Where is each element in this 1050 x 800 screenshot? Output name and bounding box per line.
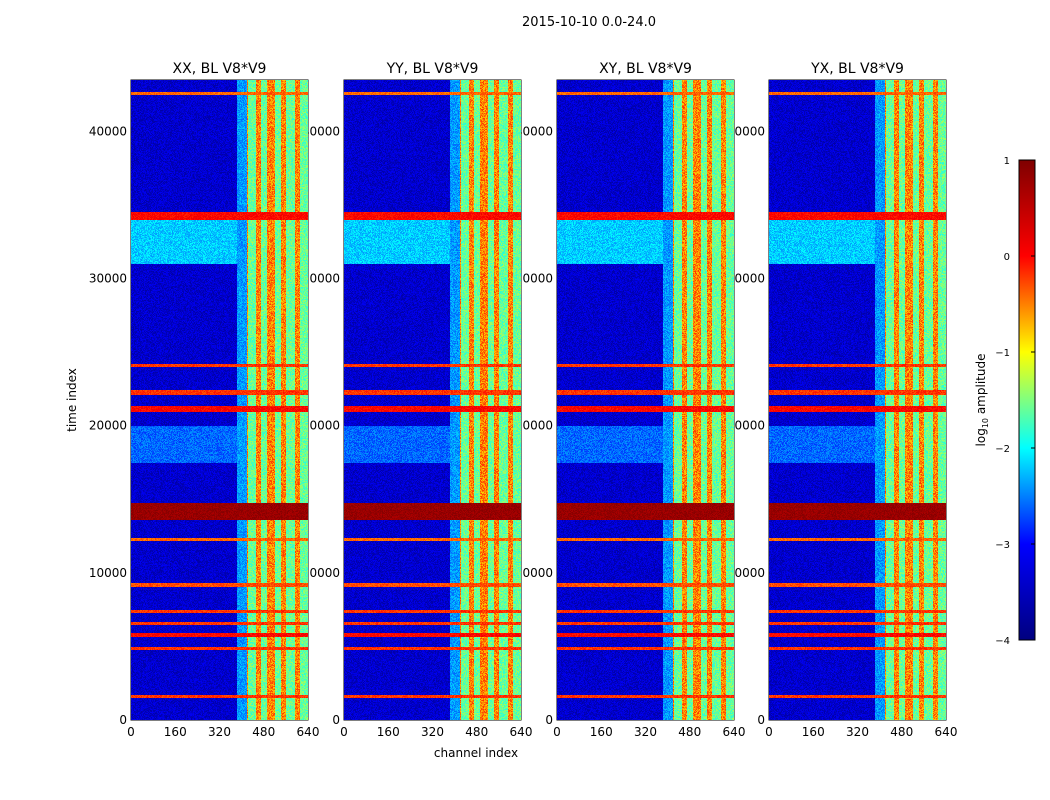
heatmap-yy xyxy=(344,80,521,720)
y-tick-label: 20000 xyxy=(515,419,553,433)
panel-title: YY, BL V8*V9 xyxy=(386,61,479,77)
x-tick-label: 0 xyxy=(765,725,773,739)
heatmap-xx xyxy=(131,80,308,720)
x-tick-label: 160 xyxy=(590,725,613,739)
figure-suptitle: 2015-10-10 0.0-24.0 xyxy=(522,15,656,30)
x-tick-label: 160 xyxy=(377,725,400,739)
y-tick-label: 0 xyxy=(545,713,553,727)
y-tick-label: 0 xyxy=(119,713,127,727)
colorbar-tick-label: 0 xyxy=(1004,252,1010,263)
y-axis-label: time index xyxy=(65,368,79,432)
colorbar-gradient xyxy=(1018,159,1036,641)
x-tick-label: 480 xyxy=(252,725,275,739)
y-tick-label: 0 xyxy=(332,713,340,727)
panel-title: YX, BL V8*V9 xyxy=(810,61,904,77)
y-tick-label: 10000 xyxy=(515,566,553,580)
heatmap-yx xyxy=(769,80,946,720)
colorbar-tick-label: −4 xyxy=(995,636,1010,647)
colorbar-tick-label: −3 xyxy=(995,540,1010,551)
colorbar-label-base: log xyxy=(974,428,988,446)
x-tick-label: 0 xyxy=(127,725,135,739)
x-tick-label: 480 xyxy=(890,725,913,739)
y-tick-label: 0 xyxy=(757,713,765,727)
y-tick-label: 10000 xyxy=(727,566,765,580)
colorbar: 10−1−2−3−4 log10 amplitude xyxy=(974,156,1036,647)
x-tick-label: 0 xyxy=(340,725,348,739)
y-tick-label: 30000 xyxy=(89,272,127,286)
y-tick-label: 30000 xyxy=(302,272,340,286)
colorbar-tick-label: −2 xyxy=(995,444,1010,455)
y-tick-label: 10000 xyxy=(89,566,127,580)
x-tick-label: 640 xyxy=(297,725,320,739)
x-tick-label: 640 xyxy=(510,725,533,739)
colorbar-label: log10 amplitude xyxy=(974,354,990,447)
x-tick-label: 320 xyxy=(208,725,231,739)
y-tick-label: 10000 xyxy=(302,566,340,580)
x-axis-label: channel index xyxy=(434,746,518,760)
y-tick-label: 30000 xyxy=(515,272,553,286)
x-tick-label: 0 xyxy=(553,725,561,739)
y-tick-label: 40000 xyxy=(727,124,765,138)
colorbar-label-sub: 10 xyxy=(981,418,990,428)
y-tick-label: 40000 xyxy=(89,124,127,138)
y-tick-label: 20000 xyxy=(89,419,127,433)
colorbar-label-rest: amplitude xyxy=(974,354,988,418)
y-tick-label: 40000 xyxy=(302,124,340,138)
x-tick-label: 320 xyxy=(634,725,657,739)
x-tick-label: 160 xyxy=(164,725,187,739)
colorbar-tick-label: 1 xyxy=(1004,156,1010,167)
colorbar-tick-label: −1 xyxy=(995,348,1010,359)
y-tick-label: 20000 xyxy=(727,419,765,433)
panel-title: XX, BL V8*V9 xyxy=(173,61,267,77)
x-tick-label: 160 xyxy=(802,725,825,739)
x-tick-label: 640 xyxy=(935,725,958,739)
x-tick-label: 320 xyxy=(846,725,869,739)
heatmap-xy xyxy=(557,80,734,720)
x-tick-label: 320 xyxy=(421,725,444,739)
x-tick-label: 480 xyxy=(678,725,701,739)
panel-title: XY, BL V8*V9 xyxy=(599,61,692,77)
y-tick-label: 20000 xyxy=(302,419,340,433)
colorbar-ticks: 1 0 −1 −2 −3 −4 xyxy=(995,156,1035,647)
panel-xx: XX, BL V8*V9 0 160 320 480 640 0 10000 20000 3000… xyxy=(89,61,320,739)
x-tick-label: 640 xyxy=(723,725,746,739)
y-tick-label: 30000 xyxy=(727,272,765,286)
y-tick-label: 40000 xyxy=(515,124,553,138)
x-tick-label: 480 xyxy=(465,725,488,739)
